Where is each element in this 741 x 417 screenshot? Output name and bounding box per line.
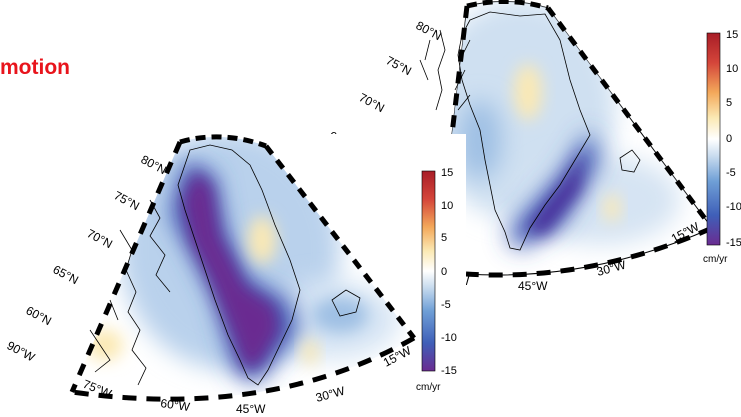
back-tick-m5: -5 <box>726 167 736 179</box>
back-lat-75: 75°N <box>384 53 414 78</box>
back-tick-15: 15 <box>726 29 738 41</box>
front-velocity-field <box>87 136 400 385</box>
front-tick-15: 15 <box>441 167 453 179</box>
front-tick-5: 5 <box>441 232 447 244</box>
front-colorbar: 15 10 5 0 -5 -10 -15 cm/yr <box>416 167 457 393</box>
front-lon-60: 60°W <box>160 396 192 414</box>
front-lat-60: 60°N <box>24 303 54 328</box>
back-lat-80: 80°N <box>414 18 444 43</box>
back-tick-10: 10 <box>726 63 738 75</box>
front-colorbar-unit: cm/yr <box>416 382 441 393</box>
front-tick-10: 10 <box>441 200 453 212</box>
back-map: 80°N 75°N 70°N 65° W 45°W 30°W 15°W <box>327 0 715 293</box>
back-frame <box>434 0 715 278</box>
slide-title: motion <box>0 56 70 79</box>
front-lon-90: 90°W <box>5 338 38 365</box>
back-lat-70: 70°N <box>357 90 387 115</box>
front-frame <box>69 134 416 402</box>
front-tick-0: 0 <box>441 266 447 278</box>
front-tick-m10: -10 <box>441 332 457 344</box>
back-tick-5: 5 <box>726 97 732 109</box>
back-colorbar: 15 10 5 0 -5 -10 -15 cm/yr <box>703 29 741 265</box>
back-tick-m15: -15 <box>726 237 741 249</box>
back-velocity-field <box>437 1 680 250</box>
front-map: 80°N 75°N 70°N 65°N 60°N 90°W 75°W 60°W … <box>5 134 416 416</box>
front-lon-45: 45°W <box>236 402 266 416</box>
front-coastline <box>89 144 361 386</box>
front-tick-m5: -5 <box>441 299 451 311</box>
front-tick-m15: -15 <box>441 365 457 377</box>
back-tick-m10: -10 <box>726 201 741 213</box>
back-colorbar-unit: cm/yr <box>703 254 728 265</box>
back-tick-0: 0 <box>726 133 732 145</box>
back-lon-45: 45°W <box>518 279 548 293</box>
